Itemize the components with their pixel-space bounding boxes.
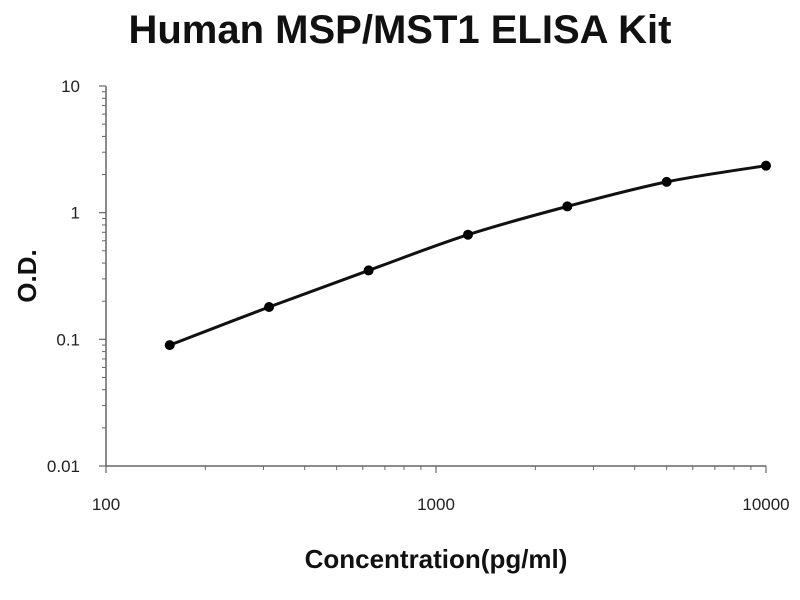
data-point [562,201,573,212]
y-tick-label: 10 [61,77,80,96]
data-point [462,229,473,240]
x-axis-title: Concentration(pg/ml) [305,544,568,574]
chart-ticks [99,85,767,473]
chart-tick-labels: 0.01 0.1 1 10 100 1000 10000 [47,77,790,514]
data-point [761,160,771,171]
data-point [661,176,672,187]
data-point [264,301,275,312]
chart-axes [105,86,766,467]
y-tick-label: 0.01 [47,457,80,476]
data-point [363,265,374,276]
y-tick-label: 1 [71,204,80,223]
y-axis-title: O.D. [12,249,42,302]
fitted-curve [169,164,767,347]
y-tick-label: 0.1 [56,330,80,349]
x-tick-label: 10000 [742,495,789,514]
x-tick-label: 1000 [417,495,455,514]
data-points [164,160,771,351]
chart-title: Human MSP/MST1 ELISA Kit [128,8,672,52]
x-tick-label: 100 [92,495,120,514]
data-point [164,340,175,351]
